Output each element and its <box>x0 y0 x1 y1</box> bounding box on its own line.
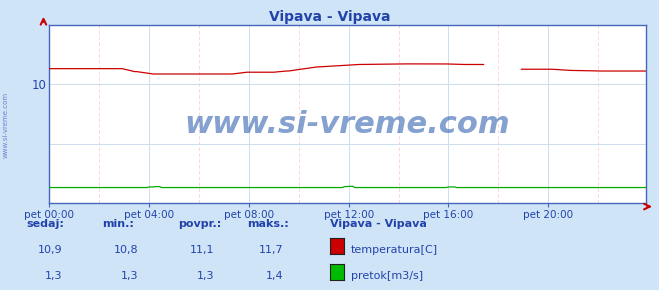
Text: temperatura[C]: temperatura[C] <box>351 245 438 255</box>
Text: 10,8: 10,8 <box>114 245 138 255</box>
Text: 11,1: 11,1 <box>190 245 214 255</box>
Text: 11,7: 11,7 <box>259 245 283 255</box>
Text: maks.:: maks.: <box>247 219 289 229</box>
Text: sedaj:: sedaj: <box>26 219 64 229</box>
Text: 1,3: 1,3 <box>45 271 63 281</box>
Text: 1,3: 1,3 <box>121 271 138 281</box>
Text: 1,3: 1,3 <box>196 271 214 281</box>
Text: Vipava - Vipava: Vipava - Vipava <box>269 10 390 24</box>
Text: min.:: min.: <box>102 219 134 229</box>
Text: 10,9: 10,9 <box>38 245 63 255</box>
Text: 1,4: 1,4 <box>266 271 283 281</box>
Text: Vipava - Vipava: Vipava - Vipava <box>330 219 426 229</box>
Text: www.si-vreme.com: www.si-vreme.com <box>3 92 9 158</box>
Text: pretok[m3/s]: pretok[m3/s] <box>351 271 422 281</box>
Text: povpr.:: povpr.: <box>178 219 221 229</box>
Text: www.si-vreme.com: www.si-vreme.com <box>185 110 511 139</box>
